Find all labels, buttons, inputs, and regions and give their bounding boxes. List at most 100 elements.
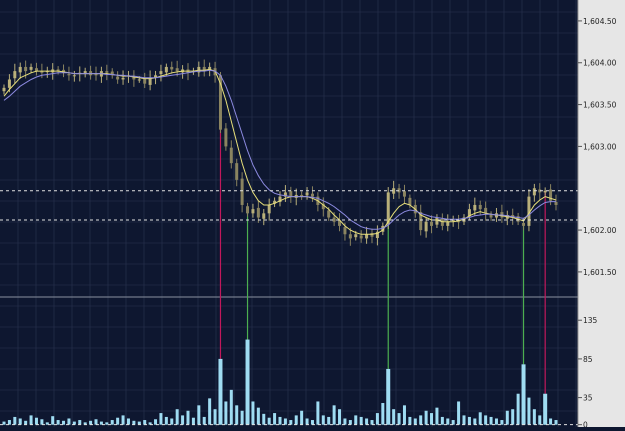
volume-bar	[532, 409, 536, 425]
candle-body	[467, 209, 471, 217]
volume-spike-lines	[219, 129, 546, 394]
volume-bar	[305, 418, 309, 425]
volume-bar	[143, 420, 147, 425]
volume-bar	[365, 418, 369, 425]
volume-bar	[419, 415, 423, 425]
volume-tick-label: 0	[583, 421, 588, 427]
candle-body	[305, 192, 309, 196]
volume-bar	[430, 413, 434, 425]
candle-body	[56, 69, 60, 72]
candle-body	[229, 147, 233, 164]
volume-bar	[343, 418, 347, 425]
candle-body	[440, 218, 444, 226]
price-tick-label: 1,602.00	[583, 226, 617, 235]
candle-body	[110, 71, 114, 76]
candle-body	[435, 217, 439, 225]
candle-body	[343, 227, 347, 235]
volume-bar	[494, 418, 498, 425]
candle-body	[202, 66, 206, 72]
price-tick-label: 1,604.00	[583, 59, 617, 68]
volume-bar	[256, 407, 260, 425]
candle-body	[273, 200, 277, 204]
volume-bar	[213, 409, 217, 425]
candle-body	[235, 163, 239, 180]
volume-bar	[2, 421, 6, 425]
volume-bar	[126, 418, 130, 425]
candle-body	[549, 189, 553, 201]
candle-body	[34, 68, 38, 72]
candle-body	[262, 213, 266, 219]
candle-body	[430, 221, 434, 226]
candle-body	[451, 220, 455, 222]
volume-bar	[34, 417, 38, 425]
volume-spike-bar	[543, 393, 548, 425]
volume-bar	[45, 422, 49, 425]
volume-bar	[294, 415, 298, 425]
volume-tick-label: 135	[583, 316, 598, 325]
candle-body	[457, 221, 461, 223]
candle-body	[370, 232, 374, 237]
candle-body	[143, 78, 147, 84]
volume-bar	[446, 418, 450, 425]
candle-body	[148, 77, 152, 85]
volume-bar	[538, 415, 542, 425]
candle-body	[365, 234, 369, 239]
price-tick-label: 1,603.00	[583, 142, 617, 151]
volume-bar	[240, 410, 244, 425]
volume-bar	[283, 418, 287, 425]
volume-bar	[549, 418, 553, 425]
volume-bar	[435, 407, 439, 425]
volume-bar	[273, 413, 277, 425]
candle-body	[72, 75, 76, 77]
candle-body	[62, 69, 66, 73]
volume-bar	[354, 415, 358, 425]
volume-bar	[110, 420, 114, 425]
volume-bar	[40, 419, 44, 425]
volume-bar	[159, 413, 163, 425]
candle-body	[321, 203, 325, 210]
candle-body	[338, 220, 342, 226]
volume-bar	[489, 416, 493, 425]
volume-bar	[191, 417, 195, 425]
volume-bar	[316, 401, 320, 425]
volume-bar	[413, 418, 417, 425]
volume-bar	[392, 409, 396, 425]
volume-bar	[186, 410, 190, 425]
candle-body	[419, 212, 423, 231]
volume-bar	[473, 418, 477, 425]
candle-body	[170, 66, 174, 70]
volume-bar	[484, 415, 488, 425]
candle-body	[224, 128, 228, 147]
candle-body	[24, 66, 28, 72]
volume-spike-bar	[218, 358, 223, 425]
volume-bar	[83, 422, 87, 425]
candle-body	[154, 75, 158, 78]
candle-body	[278, 196, 282, 203]
candle-body	[424, 221, 428, 232]
price-tick-label: 1,603.50	[583, 101, 617, 110]
volume-bar	[381, 403, 385, 425]
candle-body	[7, 79, 11, 88]
volume-bar	[370, 420, 374, 425]
candle-body	[256, 207, 260, 218]
price-tick-label: 1,601.50	[583, 268, 617, 277]
candle-body	[554, 202, 558, 205]
price-axis-panel	[578, 0, 625, 427]
candle-body	[310, 193, 314, 197]
moving-average-fast	[3, 68, 557, 235]
volume-bar	[154, 419, 158, 425]
moving-average-slow	[3, 69, 556, 230]
volume-bar	[289, 420, 293, 425]
volume-bar	[554, 420, 558, 425]
volume-bar	[359, 416, 363, 425]
candle-body	[386, 192, 390, 225]
candle-body	[29, 66, 33, 70]
volume-bar	[175, 409, 179, 425]
price-axis: 1,604.50 1,604.00 1,603.50 1,603.00 1,602.00…	[577, 0, 625, 430]
candle-body	[116, 76, 120, 80]
candle-body	[397, 188, 401, 193]
volume-bar	[51, 416, 55, 425]
candle-body	[121, 77, 125, 80]
volume-bar	[451, 420, 455, 425]
